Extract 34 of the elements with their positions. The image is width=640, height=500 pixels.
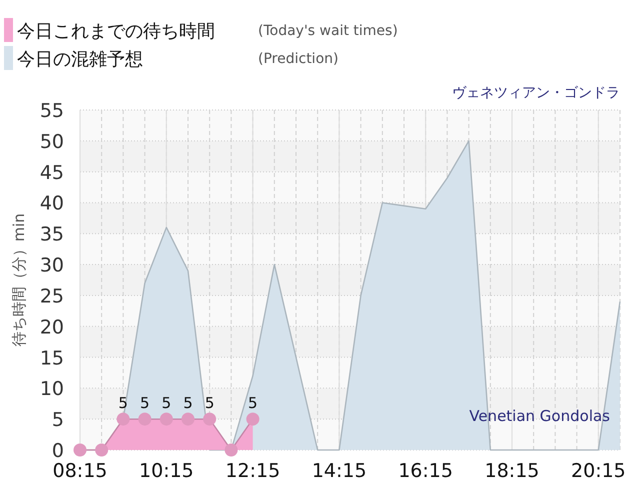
text: (Prediction): [258, 51, 338, 67]
y-tick-label: 35: [40, 224, 64, 246]
y-tick-label: 5: [52, 409, 64, 432]
y-tick-label: 20: [40, 316, 64, 338]
y-tick-label: 40: [40, 192, 64, 215]
data-label: 5: [204, 394, 214, 412]
x-tick-label: 14:15: [312, 460, 367, 482]
y-tick-label: 10: [40, 378, 64, 400]
legend-label: 今日の混雑予想: [17, 49, 143, 70]
y-tick-label: 30: [40, 254, 64, 277]
legend-item: 今日これまでの待ち時間: [4, 18, 215, 42]
x-tick-label: 08:15: [52, 460, 108, 482]
data-label: 5: [140, 394, 150, 412]
y-tick-label: 15: [40, 347, 64, 370]
x-tick-label: 10:15: [139, 460, 194, 482]
x-tick-label: 12:15: [225, 460, 280, 482]
data-label: 5: [118, 394, 128, 412]
text: Venetian Gondolas: [469, 407, 610, 425]
y-tick-label: 0: [52, 440, 64, 462]
text: (Today's wait times): [258, 23, 398, 39]
legend-item: 今日の混雑予想: [4, 46, 143, 70]
x-tick-label: 18:15: [484, 460, 540, 482]
legend-label: 今日これまでの待ち時間: [17, 21, 215, 42]
data-label: 5: [183, 394, 193, 412]
y-axis-title: 待ち時間（分）min: [10, 213, 28, 347]
data-label: 5: [248, 394, 258, 412]
y-tick-label: 50: [40, 130, 64, 153]
y-tick-label: 45: [40, 162, 64, 184]
x-tick-label: 20:15: [571, 460, 626, 482]
chart-title: ヴェネツィアン・ゴンドラ: [452, 85, 620, 101]
data-label: 5: [162, 394, 172, 412]
x-tick-label: 16:15: [398, 460, 453, 482]
y-tick-label: 25: [40, 285, 64, 308]
y-tick-label: 55: [40, 100, 64, 122]
